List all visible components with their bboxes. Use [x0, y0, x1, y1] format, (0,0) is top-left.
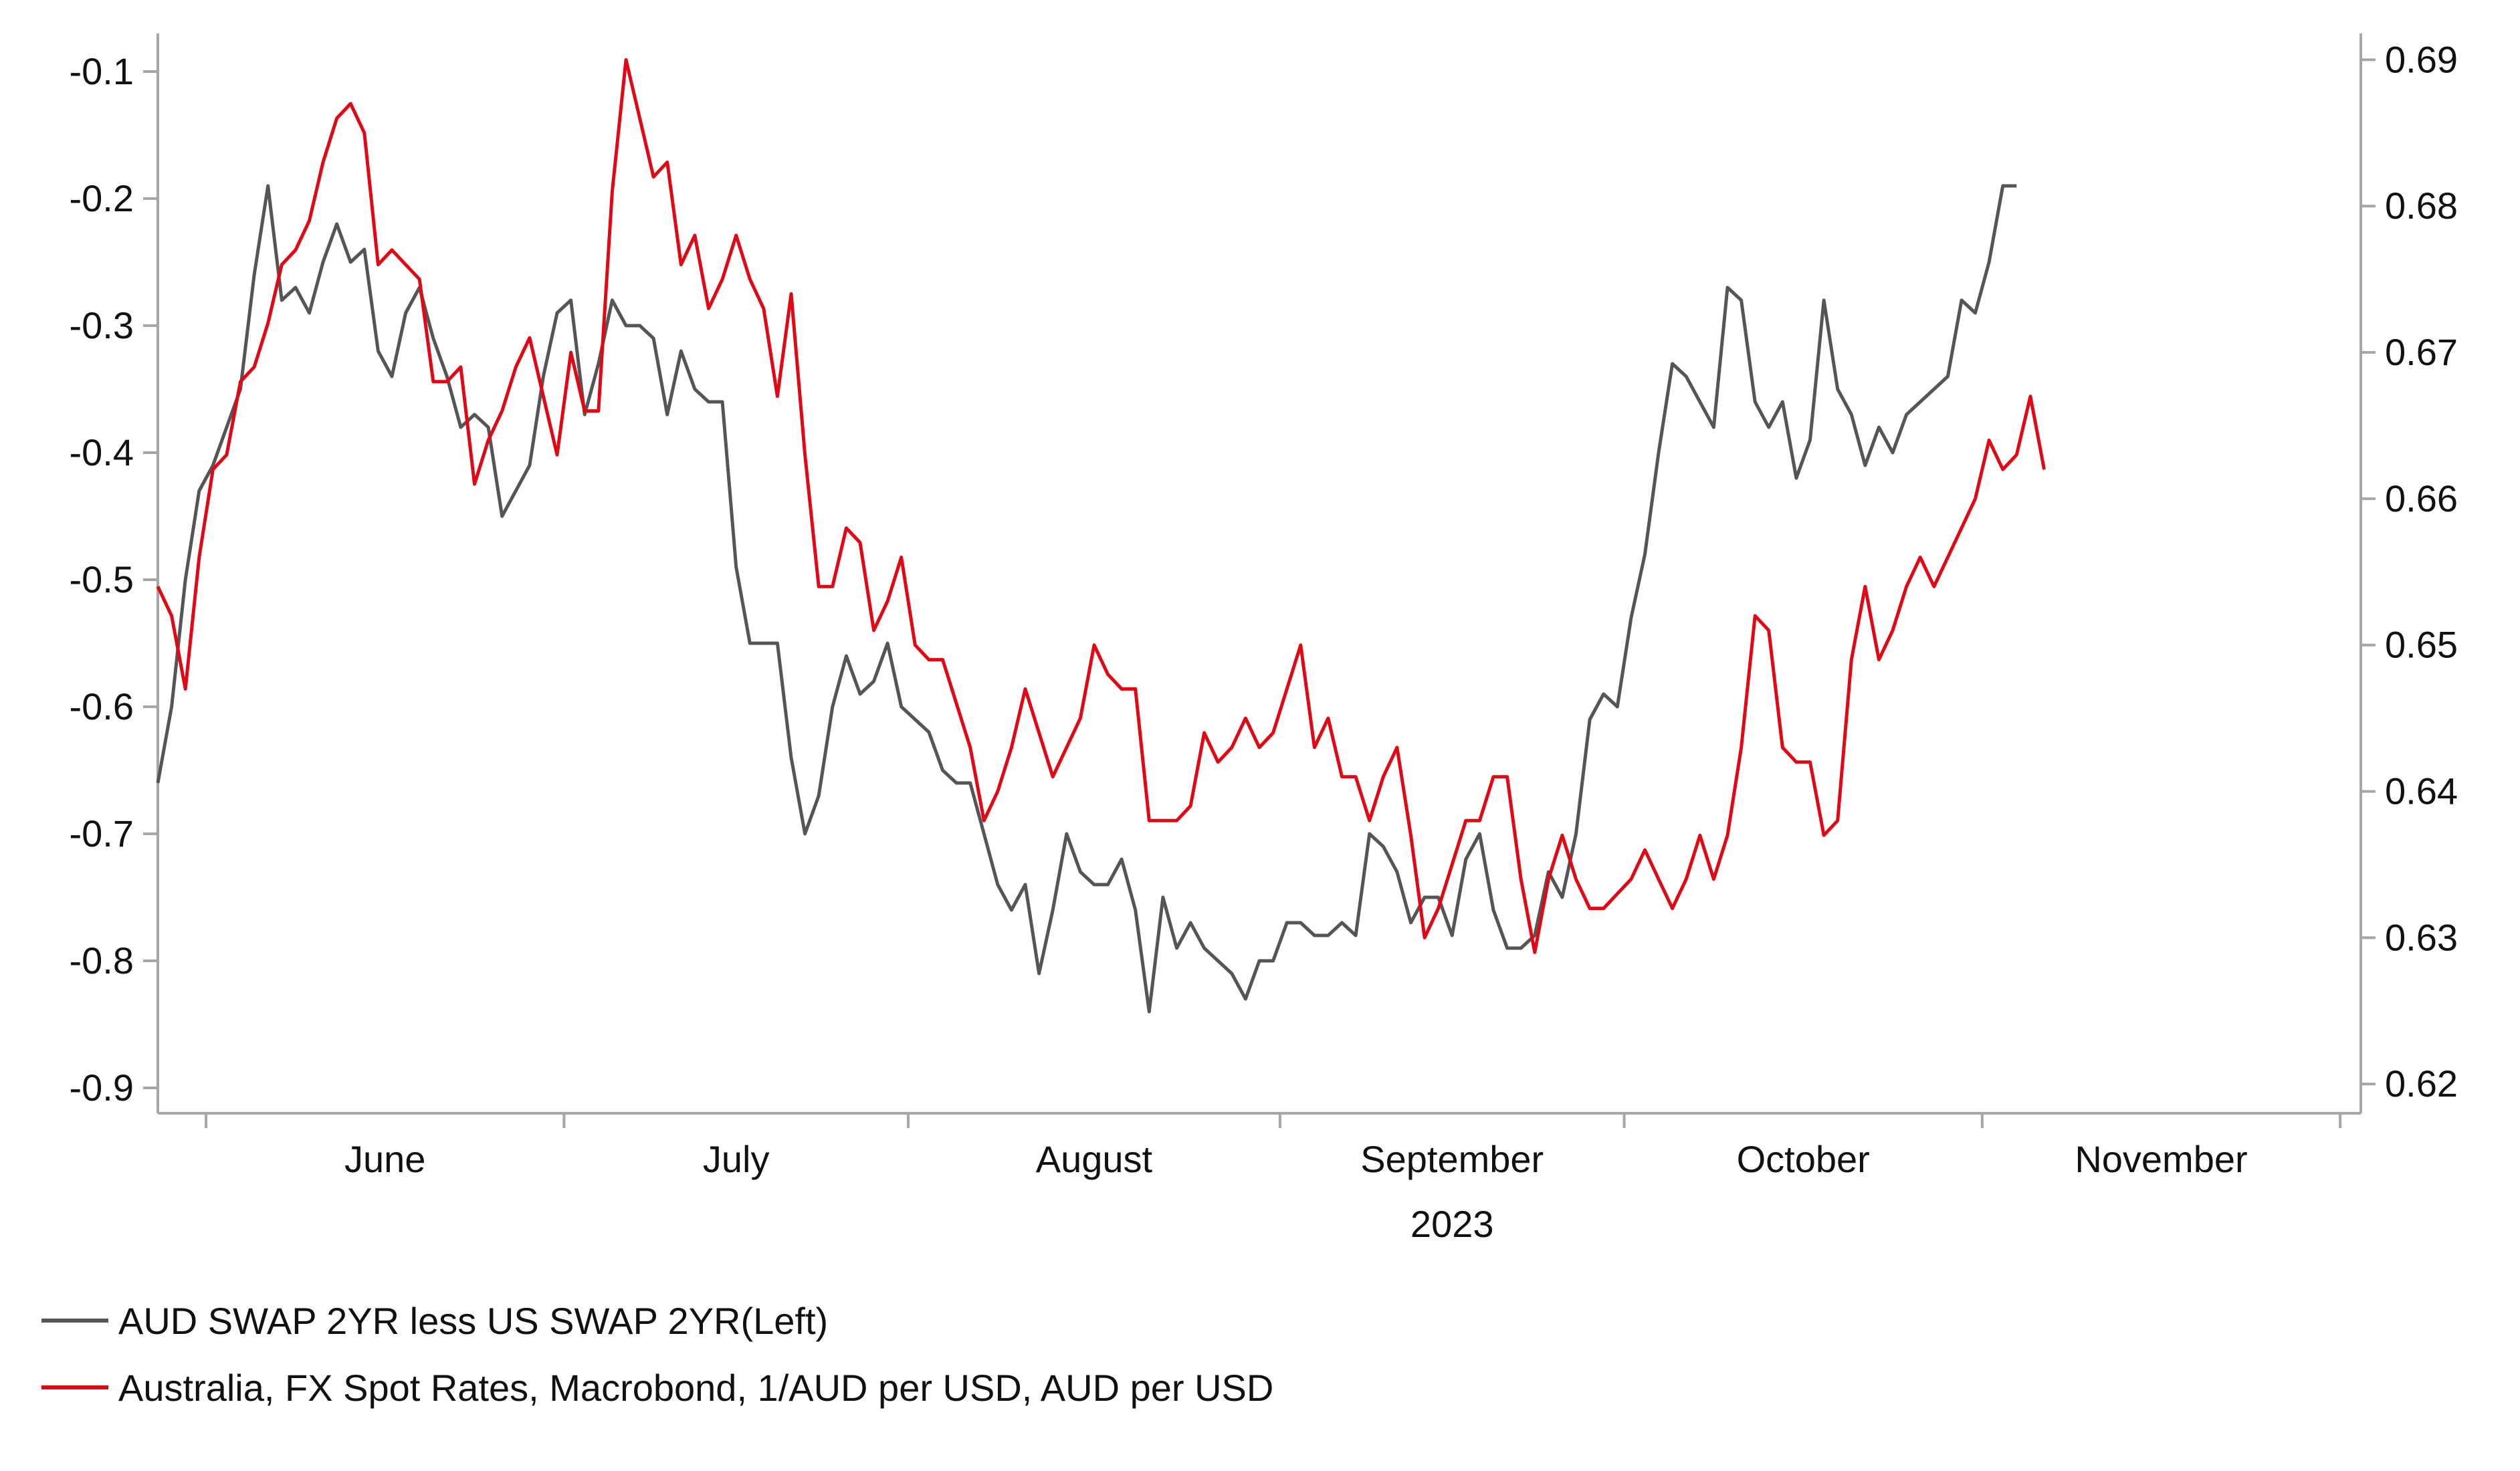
- left-tick-label: -0.5: [70, 558, 134, 600]
- left-tick-label: -0.3: [70, 304, 134, 346]
- left-tick-label: -0.7: [70, 812, 134, 855]
- right-tick-label: 0.65: [2385, 624, 2458, 666]
- left-tick-label: -0.9: [70, 1066, 134, 1109]
- right-tick-label: 0.62: [2385, 1062, 2458, 1105]
- series-layer: [156, 58, 2046, 1014]
- left-tick-label: -0.4: [70, 431, 134, 473]
- series-line-2: [156, 58, 2046, 954]
- right-tick-label: 0.64: [2385, 770, 2458, 812]
- x-axis-year-label: 2023: [1410, 1203, 1494, 1245]
- legend-label-1: AUD SWAP 2YR less US SWAP 2YR(Left): [118, 1300, 828, 1342]
- legend-layer: AUD SWAP 2YR less US SWAP 2YR(Left) Austr…: [41, 1300, 1273, 1409]
- legend-label-2: Australia, FX Spot Rates, Macrobond, 1/A…: [118, 1367, 1273, 1409]
- x-tick-label-september: September: [1360, 1138, 1544, 1180]
- right-tick-label: 0.67: [2385, 331, 2458, 373]
- x-tick-label-november: November: [2075, 1138, 2247, 1180]
- x-tick-label-june: June: [344, 1138, 425, 1180]
- left-tick-label: -0.8: [70, 939, 134, 982]
- right-tick-label: 0.69: [2385, 38, 2458, 80]
- axes-layer: [143, 33, 2376, 1128]
- x-tick-label-october: October: [1737, 1138, 1870, 1180]
- left-tick-label: -0.6: [70, 685, 134, 727]
- right-tick-label: 0.66: [2385, 477, 2458, 520]
- x-tick-label-july: July: [703, 1138, 770, 1180]
- right-tick-label: 0.68: [2385, 185, 2458, 227]
- left-tick-label: -0.1: [70, 50, 134, 92]
- x-tick-label-august: August: [1036, 1138, 1153, 1180]
- left-tick-label: -0.2: [70, 177, 134, 219]
- right-tick-label: 0.63: [2385, 916, 2458, 958]
- series-line-1: [156, 184, 2017, 1014]
- labels-layer: -0.1 -0.2 -0.3 -0.4 -0.5 -0.6 -0.7 -0.8 -0.9 0.69…: [70, 38, 2458, 1245]
